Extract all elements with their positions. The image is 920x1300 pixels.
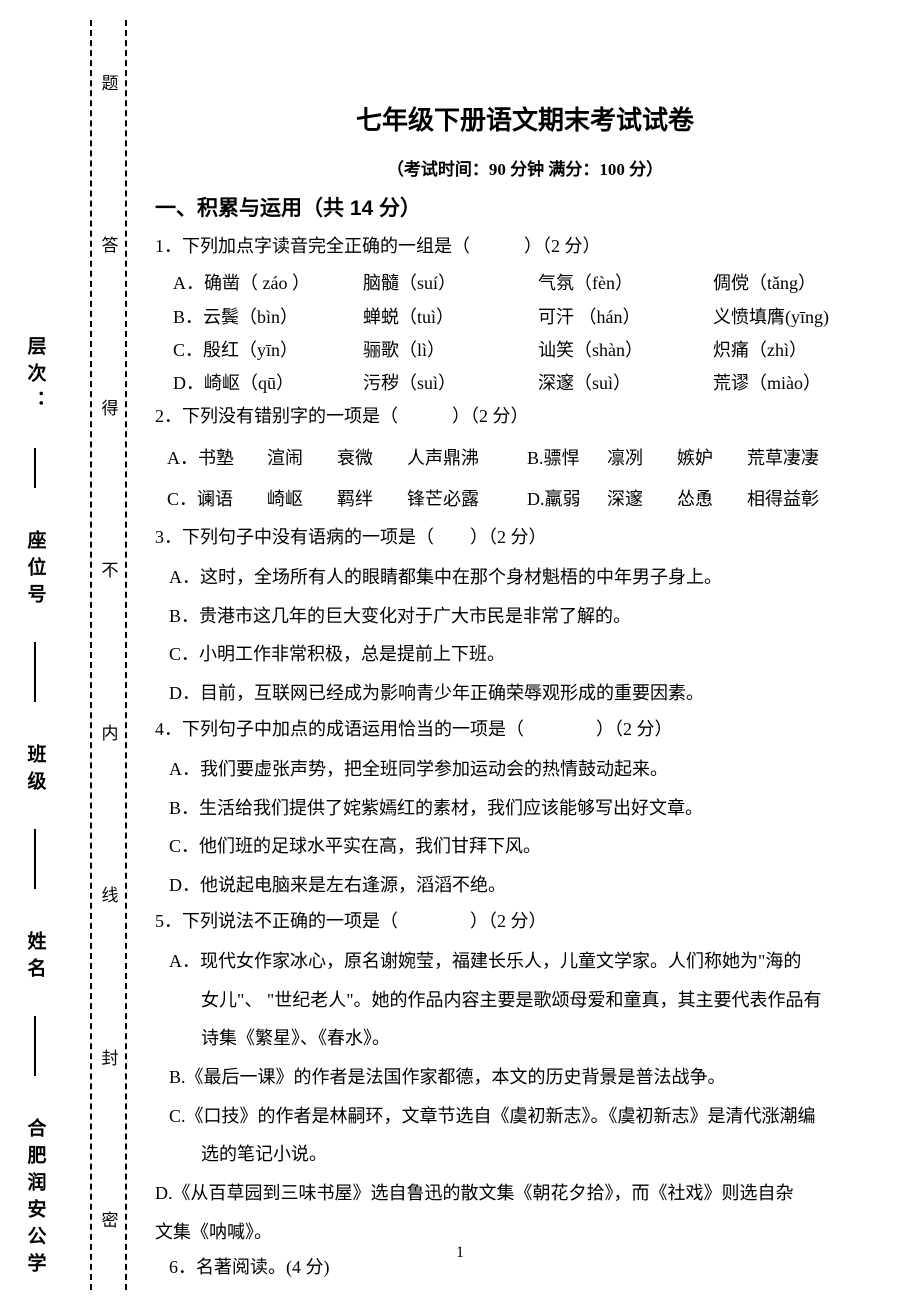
q1-row-d: D．崎岖（qū） 污秽（suì） 深邃（suì） 荒谬（miào） [155, 367, 895, 400]
exam-content: 七年级下册语文期末考试试卷 （考试时间：90 分钟 满分：100 分） 一、积累… [155, 100, 895, 1289]
q3-opt-d: D．目前，互联网已经成为影响青少年正确荣辱观形成的重要因素。 [155, 674, 895, 713]
q3-stem: 3．下列句子中没有语病的一项是（ ）（2 分） [155, 521, 895, 554]
q4-stem: 4．下列句子中加点的成语运用恰当的一项是（ ）（2 分） [155, 713, 895, 746]
q5-opt-a-1: A．现代女作家冰心，原名谢婉莹，福建长乐人，儿童文学家。人们称她为"海的 [155, 942, 895, 981]
inner-dashed-line [125, 20, 127, 1290]
outer-dashed-line [90, 20, 92, 1290]
q3-opt-c: C．小明工作非常积极，总是提前上下班。 [155, 635, 895, 674]
q2-row-1: A．书塾 渲闹 衰微 人声鼎沸 B.骠悍 凛冽 嫉妒 荒草凄凄 [155, 438, 895, 479]
page-number: 1 [456, 1244, 464, 1262]
class-label: 班级 [22, 744, 49, 891]
q1-row-c: C．殷红（yīn） 骊歌（lì） 讪笑（shàn） 炽痛（zhì） [155, 334, 895, 367]
q4-opt-c: C．他们班的足球水平实在高，我们甘拜下风。 [155, 827, 895, 866]
name-label: 姓名 [22, 931, 49, 1078]
q5-opt-d-2: 文集《呐喊》。 [155, 1213, 895, 1252]
q4-opt-b: B．生活给我们提供了姹紫嫣红的素材，我们应该能够写出好文章。 [155, 789, 895, 828]
seat-label: 座位号 [22, 530, 49, 704]
q3-opt-a: A．这时，全场所有人的眼睛都集中在那个身材魁梧的中年男子身上。 [155, 558, 895, 597]
binding-margin: 合肥润安公学 姓名 班级 座位号 层次： 密 封 线 内 不 得 答 题 [0, 0, 150, 1300]
q1-row-a: A．确凿（ záo ） 脑髓（suí） 气氛（fèn） 倜傥（tǎng） [155, 267, 895, 300]
exam-subtitle: （考试时间：90 分钟 满分：100 分） [155, 155, 895, 180]
q5-stem: 5．下列说法不正确的一项是（ ）（2 分） [155, 905, 895, 938]
q5-opt-c-1: C.《口技》的作者是林嗣环，文章节选自《虞初新志》。《虞初新志》是清代涨潮编 [155, 1097, 895, 1136]
q4-opt-a: A．我们要虚张声势，把全班同学参加运动会的热情鼓动起来。 [155, 750, 895, 789]
q2-row-2: C．谰语 崎岖 羁绊 锋芒必露 D.羸弱 深邃 怂恿 相得益彰 [155, 479, 895, 520]
school-name: 合肥润安公学 [22, 1118, 49, 1280]
q1-stem: 1．下列加点字读音完全正确的一组是（ ）（2 分） [155, 230, 895, 263]
q4-opt-d: D．他说起电脑来是左右逢源，滔滔不绝。 [155, 866, 895, 905]
seal-line-text: 密 封 线 内 不 得 答 题 [95, 0, 125, 1300]
student-info-column: 合肥润安公学 姓名 班级 座位号 层次： [5, 0, 65, 1300]
q2-stem: 2．下列没有错别字的一项是（ ）（2 分） [155, 400, 895, 433]
q1-row-b: B．云鬓（bìn） 蝉蜕（tuì） 可汗 （hán） 义愤填膺(yīng) [155, 301, 895, 334]
level-label: 层次： [22, 336, 49, 490]
q5-opt-a-2: 女儿"、 "世纪老人"。她的作品内容主要是歌颂母爱和童真，其主要代表作品有 [155, 981, 895, 1020]
q5-opt-a-3: 诗集《繁星》、《春水》。 [155, 1019, 895, 1058]
q5-opt-c-2: 选的笔记小说。 [155, 1135, 895, 1174]
q5-opt-b: B.《最后一课》的作者是法国作家都德，本文的历史背景是普法战争。 [155, 1058, 895, 1097]
exam-title: 七年级下册语文期末考试试卷 [155, 100, 895, 137]
q6-stem: 6．名著阅读。(4 分) [155, 1251, 895, 1284]
q3-opt-b: B．贵港市这几年的巨大变化对于广大市民是非常了解的。 [155, 597, 895, 636]
q5-opt-d-1: D.《从百草园到三味书屋》选自鲁迅的散文集《朝花夕拾》，而《社戏》则选自杂 [155, 1174, 895, 1213]
section-1-header: 一、积累与运用（共 14 分） [155, 192, 895, 222]
